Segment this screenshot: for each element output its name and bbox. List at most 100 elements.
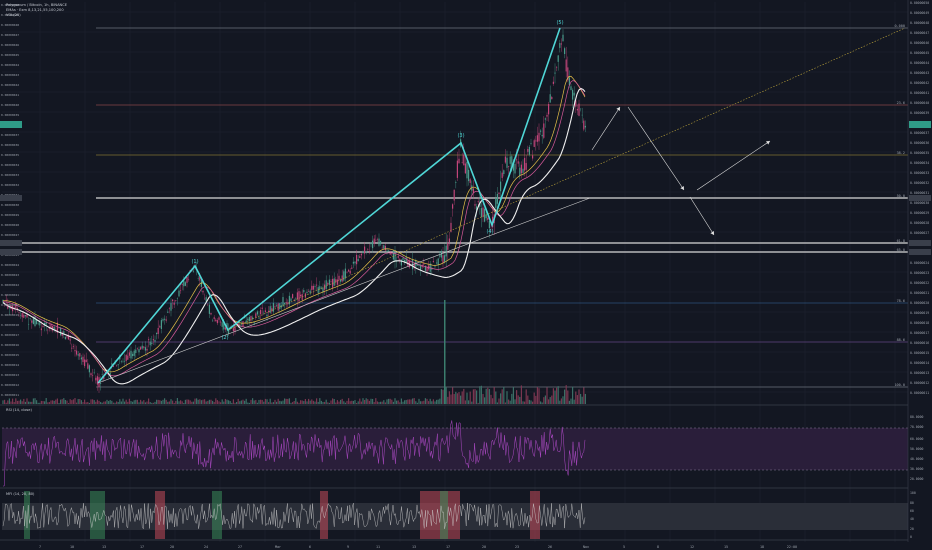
volume-bar: [527, 395, 529, 404]
candle-body: [127, 355, 129, 360]
volume-bar: [543, 397, 545, 404]
price-tick-left: 0.00000016: [1, 343, 19, 347]
volume-bar: [24, 401, 26, 404]
price-tick-left: 0.00000047: [1, 33, 19, 37]
price-tick: 0.00000034: [910, 161, 929, 165]
candle-body: [583, 120, 585, 130]
volume-bar: [410, 399, 412, 404]
price-tick-left: 0.00000033: [1, 173, 19, 177]
candle-body: [263, 312, 265, 314]
volume-bar: [573, 399, 575, 404]
price-tick: 0.00000018: [910, 321, 929, 325]
fib-label: 38.2: [897, 151, 905, 155]
candle-body: [368, 251, 370, 252]
volume-bar: [165, 399, 167, 404]
candle-body: [300, 294, 302, 297]
symbol-title: Polygonum / Bitcoin, 1h, BINANCE: [6, 3, 67, 7]
volume-bar: [32, 398, 34, 404]
volume-bar: [152, 402, 154, 404]
candle-body: [532, 155, 534, 159]
candle-body: [514, 163, 516, 174]
volume-bar: [498, 398, 500, 404]
candle-body: [309, 290, 311, 294]
candle-body: [365, 251, 367, 253]
volume-bar: [575, 391, 577, 404]
price-tick-left: 0.00000024: [1, 263, 19, 267]
candle-body: [312, 285, 314, 290]
candle-body: [181, 284, 183, 285]
volume-bar: [333, 399, 335, 404]
candle-body: [463, 154, 465, 166]
rsi-tick: 80.0000: [910, 415, 924, 419]
volume-bar: [84, 399, 86, 404]
candle-body: [343, 271, 345, 281]
price-tick-left: 0.00000043: [1, 73, 19, 77]
candle-body: [464, 163, 466, 174]
volume-bar: [261, 399, 263, 404]
candle-body: [362, 251, 364, 254]
volume-bar: [127, 401, 129, 404]
volume-bar: [324, 401, 326, 404]
volume-bar: [172, 400, 174, 404]
candle-body: [506, 157, 508, 168]
volume-bar: [506, 391, 508, 404]
volume-bar: [551, 395, 553, 404]
candle-body: [340, 279, 342, 282]
volume-bar: [520, 385, 522, 404]
fib-label: 65.0: [897, 248, 905, 252]
candle-body: [367, 249, 369, 250]
volume-bar: [143, 400, 145, 404]
volume-bar: [268, 402, 270, 404]
candle-body: [101, 374, 103, 375]
volume-bar: [183, 402, 185, 404]
volume-bar: [554, 390, 556, 404]
level-tag: [909, 195, 931, 201]
price-tick-left: 0.00000036: [1, 143, 19, 147]
candle-body: [322, 287, 324, 293]
candle-body: [477, 201, 479, 203]
candle-body: [69, 339, 71, 341]
candle-body: [357, 259, 359, 262]
candle-body: [276, 305, 278, 307]
volume-bar: [474, 389, 476, 404]
volume-bar: [181, 401, 183, 404]
volume-bar: [88, 402, 90, 404]
volume-bar: [482, 393, 484, 404]
volume-bar: [141, 401, 143, 404]
candle-body: [58, 327, 60, 329]
volume-bar: [468, 400, 470, 404]
candle-body: [525, 163, 527, 170]
candle-body: [284, 302, 286, 305]
level-tag-left: [0, 249, 22, 255]
volume-bar: [247, 402, 249, 404]
volume-bar: [293, 401, 295, 404]
projection-arrow: [591, 106, 621, 151]
volume-bar: [445, 387, 447, 404]
candle-body: [160, 320, 162, 330]
candle-body: [167, 311, 169, 313]
price-tick: 0.00000019: [910, 311, 929, 315]
candle-body: [92, 375, 94, 376]
candle-body: [42, 325, 44, 327]
candle-body: [572, 89, 574, 100]
volume-bar: [31, 401, 33, 404]
time-tick: 20: [482, 545, 486, 549]
candle-body: [461, 162, 463, 163]
volume-bar: [301, 400, 303, 404]
rsi-tick: 20.0000: [910, 477, 924, 481]
candle-body: [20, 314, 22, 316]
volume-bar: [287, 398, 289, 404]
volume-bar: [388, 398, 390, 404]
volume-bar: [282, 400, 284, 404]
time-tick: 26: [548, 545, 552, 549]
volume-bar: [495, 391, 497, 404]
candle-body: [77, 354, 79, 356]
candle-body: [380, 240, 382, 245]
rsi-legend: RSI (14, close): [6, 408, 32, 412]
candle-body: [200, 280, 202, 287]
volume-bar: [178, 401, 180, 404]
candle-body: [503, 170, 505, 175]
volume-bar: [548, 399, 550, 404]
candle-body: [124, 360, 126, 362]
